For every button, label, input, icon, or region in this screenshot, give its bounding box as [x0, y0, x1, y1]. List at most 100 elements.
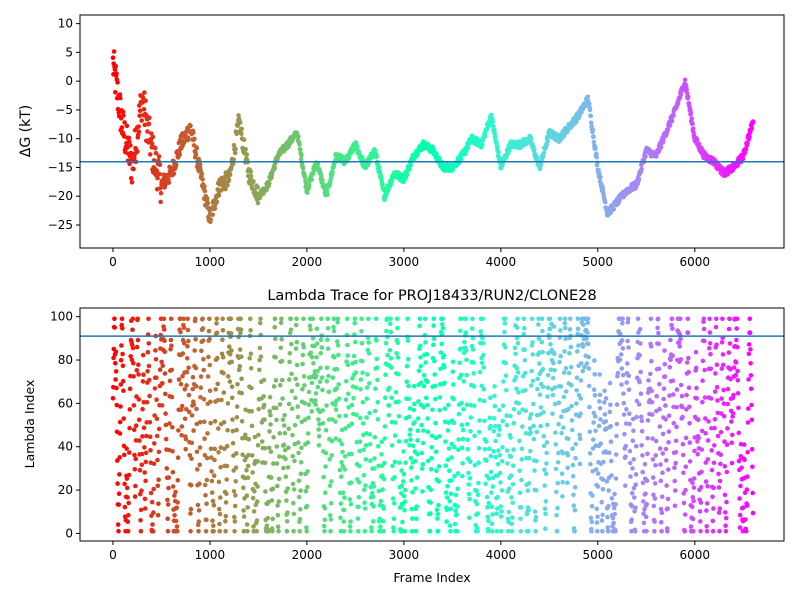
lambda-point [486, 518, 491, 524]
lambda-point [127, 407, 133, 412]
lambda-point [544, 440, 550, 445]
lambda-point [623, 454, 628, 459]
lambda-point [448, 491, 454, 497]
lambda-point [245, 463, 251, 469]
lambda-point [698, 519, 703, 524]
lambda-point [552, 385, 558, 390]
lambda-point [197, 419, 203, 425]
lambda-point [349, 402, 355, 408]
lambda-point [248, 316, 253, 322]
lambda-point [234, 415, 240, 420]
lambda-point [266, 445, 272, 451]
lambda-point [142, 496, 148, 502]
lambda-point [368, 458, 373, 464]
lambda-point [677, 344, 682, 349]
delta-g-point [597, 171, 602, 177]
delta-g-point [197, 162, 203, 167]
delta-g-point [227, 172, 233, 178]
lambda-point [557, 316, 563, 322]
lambda-point [504, 448, 510, 453]
lambda-point [511, 447, 516, 452]
lambda-point [603, 419, 609, 424]
lambda-point [639, 414, 644, 420]
lambda-point [346, 405, 351, 410]
lambda-point [667, 365, 673, 370]
lambda-point [289, 388, 295, 394]
lambda-point [322, 517, 328, 523]
delta-g-point [330, 169, 335, 175]
delta-g-point [594, 154, 599, 160]
lambda-point [417, 316, 423, 322]
lambda-point [570, 473, 576, 479]
lambda-point [380, 518, 386, 524]
lambda-point [527, 426, 533, 431]
lambda-point [389, 395, 395, 401]
lambda-point [508, 454, 514, 460]
lambda-point [215, 397, 221, 403]
lambda-point [631, 485, 637, 491]
lambda-point [249, 423, 255, 429]
delta-g-point [507, 148, 512, 153]
lambda-point [316, 443, 322, 448]
lambda-point [634, 443, 639, 449]
lambda-point [561, 394, 567, 400]
lambda-point [429, 433, 435, 439]
lambda-point [466, 491, 472, 497]
lambda-point [318, 350, 324, 356]
lambda-point [435, 528, 441, 534]
lambda-point [315, 384, 321, 390]
lambda-point [390, 496, 396, 501]
lambda-point [617, 357, 623, 363]
lambda-point [255, 459, 261, 464]
lambda-point [289, 341, 294, 347]
delta-g-point [158, 190, 164, 196]
lambda-point [539, 339, 545, 345]
lambda-point [428, 487, 434, 493]
lambda-point [204, 517, 209, 523]
lambda-point [257, 320, 263, 326]
delta-g-point [147, 152, 153, 157]
lambda-point [711, 506, 716, 511]
lambda-point [219, 397, 224, 403]
lambda-point [733, 360, 739, 365]
lambda-point [433, 449, 439, 455]
lambda-point [225, 374, 231, 379]
lambda-point [680, 404, 685, 410]
lambda-point [159, 403, 165, 408]
lambda-point [201, 356, 206, 362]
delta-g-point [241, 137, 247, 143]
delta-g-point [152, 145, 158, 151]
lambda-point [607, 409, 613, 415]
lambda-point [415, 438, 420, 443]
delta-g-point [591, 139, 597, 145]
lambda-point [195, 467, 200, 472]
lambda-point [541, 443, 547, 449]
lambda-point [295, 414, 301, 420]
lambda-point [294, 316, 299, 322]
lambda-point [137, 467, 143, 473]
lambda-point [276, 476, 282, 482]
lambda-point [396, 399, 401, 405]
lambda-point [388, 356, 394, 361]
lambda-point [294, 339, 300, 345]
lambda-point [326, 389, 332, 395]
lambda-point [383, 372, 388, 378]
lambda-point [110, 396, 116, 401]
delta-g-point [458, 156, 464, 162]
lambda-point [392, 501, 397, 506]
lambda-point [351, 353, 357, 359]
lambda-point [487, 415, 493, 421]
lambda-point [545, 422, 550, 428]
lambda-point [147, 434, 153, 440]
lambda-point [505, 461, 510, 466]
lambda-point [217, 511, 223, 517]
lambda-point [125, 495, 130, 500]
lambda-point [232, 503, 238, 509]
lambda-point [198, 385, 204, 391]
lambda-point [258, 354, 264, 359]
delta-g-point [404, 172, 410, 178]
lambda-point [707, 330, 713, 335]
lambda-point [728, 366, 733, 372]
lambda-point [713, 371, 718, 376]
delta-g-point [155, 175, 160, 181]
